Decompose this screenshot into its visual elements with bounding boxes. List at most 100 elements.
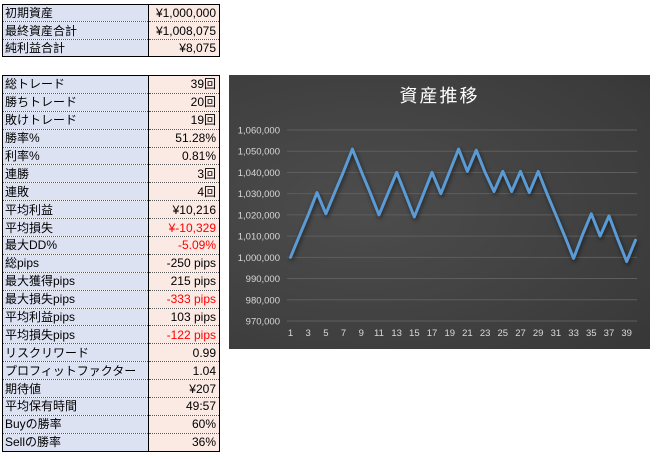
- stat-value-cell[interactable]: ¥1,000,000: [148, 4, 220, 23]
- stat-value-cell[interactable]: 1.04: [148, 361, 220, 381]
- stat-label-cell[interactable]: 最大獲得pips: [2, 272, 149, 291]
- y-axis-tick-label: 1,040,000: [238, 168, 280, 179]
- stat-label-cell[interactable]: 平均保有時間: [2, 397, 149, 416]
- x-axis-tick-label: 29: [533, 328, 544, 339]
- stat-value-cell[interactable]: 215 pips: [148, 272, 220, 291]
- stat-label-cell[interactable]: 利率%: [2, 147, 149, 166]
- stat-value-cell[interactable]: ¥207: [148, 379, 220, 399]
- table-row: 総トレード 39回: [2, 75, 220, 94]
- table-row: 平均利益pips 103 pips: [2, 308, 220, 327]
- stat-value-cell[interactable]: 20回: [148, 93, 220, 112]
- stat-value-cell[interactable]: 51.28%: [148, 129, 220, 148]
- table-row: 初期資産 ¥1,000,000: [2, 4, 220, 23]
- table-row: リスクリワード 0.99: [2, 343, 220, 363]
- stat-value-cell[interactable]: 36%: [148, 433, 220, 452]
- x-axis-tick-label: 33: [568, 328, 579, 339]
- stat-label-cell[interactable]: プロフィットファクター: [2, 361, 149, 381]
- table-row: 平均利益 ¥10,216: [2, 200, 220, 220]
- stat-label-cell[interactable]: リスクリワード: [2, 343, 149, 363]
- x-axis-tick-label: 17: [427, 328, 438, 339]
- table-row: Sellの勝率 36%: [2, 433, 220, 452]
- x-axis-tick-label: 5: [323, 328, 328, 339]
- table-row: 平均損失pips -122 pips: [2, 325, 220, 345]
- table-row: 敗けトレード 19回: [2, 111, 220, 130]
- x-axis-tick-label: 1: [288, 328, 293, 339]
- stat-value-cell[interactable]: ¥-10,329: [148, 218, 220, 238]
- stat-label-cell[interactable]: 初期資産: [2, 4, 149, 23]
- stat-label-cell[interactable]: 純利益合計: [2, 39, 149, 57]
- x-axis-tick-label: 31: [551, 328, 562, 339]
- x-axis-tick-label: 21: [462, 328, 473, 339]
- table-row: 総pips -250 pips: [2, 254, 220, 273]
- x-axis-tick-label: 13: [391, 328, 402, 339]
- x-axis-tick-label: 25: [498, 328, 509, 339]
- stat-value-cell[interactable]: -250 pips: [148, 254, 220, 273]
- x-axis-tick-label: 37: [604, 328, 615, 339]
- stat-value-cell[interactable]: 0.99: [148, 343, 220, 363]
- stat-value-cell[interactable]: -122 pips: [148, 325, 220, 345]
- y-axis-tick-label: 1,030,000: [238, 189, 280, 200]
- asset-transition-chart[interactable]: 資産推移 970,000 980,000 990,000 1,000,000 1,010…: [229, 75, 650, 349]
- y-axis-tick-label: 1,020,000: [238, 210, 280, 221]
- x-axis-tick-label: 7: [341, 328, 346, 339]
- x-axis-tick-label: 11: [374, 328, 384, 339]
- stats-table: 総トレード 39回 勝ちトレード 20回 敗けトレード 19回 勝率% 51.28% 利率% 0.…: [2, 75, 220, 452]
- stat-value-cell[interactable]: 49:57: [148, 397, 220, 416]
- x-axis-tick-label: 15: [409, 328, 420, 339]
- table-row: 最大DD% -5.09%: [2, 236, 220, 255]
- stat-label-cell[interactable]: 総pips: [2, 254, 149, 273]
- x-axis-tick-label: 23: [480, 328, 491, 339]
- stat-value-cell[interactable]: -333 pips: [148, 290, 220, 309]
- y-axis-tick-label: 990,000: [246, 274, 280, 285]
- stat-label-cell[interactable]: 平均利益: [2, 200, 149, 220]
- stat-value-cell[interactable]: 103 pips: [148, 308, 220, 327]
- stat-value-cell[interactable]: ¥10,216: [148, 200, 220, 220]
- stat-label-cell[interactable]: 勝率%: [2, 129, 149, 148]
- stat-label-cell[interactable]: 最終資産合計: [2, 21, 149, 40]
- stat-value-cell[interactable]: 39回: [148, 75, 220, 94]
- stat-label-cell[interactable]: 平均損失: [2, 218, 149, 238]
- y-axis-tick-label: 1,060,000: [238, 126, 280, 137]
- y-axis-tick-label: 1,010,000: [238, 232, 280, 243]
- y-axis-tick-label: 970,000: [246, 317, 280, 328]
- stat-label-cell[interactable]: 平均損失pips: [2, 325, 149, 345]
- stat-value-cell[interactable]: 0.81%: [148, 147, 220, 166]
- stat-value-cell[interactable]: 4回: [148, 182, 220, 202]
- stat-value-cell[interactable]: 3回: [148, 164, 220, 184]
- stat-label-cell[interactable]: 最大損失pips: [2, 290, 149, 309]
- x-axis-tick-label: 9: [359, 328, 364, 339]
- stat-value-cell[interactable]: -5.09%: [148, 236, 220, 255]
- table-row: プロフィットファクター 1.04: [2, 361, 220, 381]
- stat-label-cell[interactable]: 勝ちトレード: [2, 93, 149, 112]
- stat-label-cell[interactable]: 平均利益pips: [2, 308, 149, 327]
- x-axis-tick-label: 35: [586, 328, 597, 339]
- x-axis-tick-label: 3: [306, 328, 311, 339]
- stat-label-cell[interactable]: Sellの勝率: [2, 433, 149, 452]
- x-axis-tick-label: 27: [515, 328, 526, 339]
- stat-label-cell[interactable]: 連勝: [2, 164, 149, 184]
- table-row: 最大獲得pips 215 pips: [2, 272, 220, 291]
- stat-label-cell[interactable]: 敗けトレード: [2, 111, 149, 130]
- stat-label-cell[interactable]: 総トレード: [2, 75, 149, 94]
- summary-table: 初期資産 ¥1,000,000 最終資産合計 ¥1,008,075 純利益合計 ¥8,07…: [2, 4, 220, 58]
- stat-label-cell[interactable]: Buyの勝率: [2, 415, 149, 434]
- stat-label-cell[interactable]: 期待値: [2, 379, 149, 399]
- x-axis-tick-label: 19: [444, 328, 455, 339]
- y-axis-tick-label: 1,000,000: [238, 253, 280, 264]
- y-axis-tick-label: 1,050,000: [238, 147, 280, 158]
- stat-value-cell[interactable]: 60%: [148, 415, 220, 434]
- stat-value-cell[interactable]: 19回: [148, 111, 220, 130]
- table-row: 平均保有時間 49:57: [2, 397, 220, 416]
- table-row: 連勝 3回: [2, 164, 220, 184]
- equity-line-series: [289, 147, 637, 264]
- chart-title: 資産推移: [399, 86, 480, 106]
- table-row: 最終資産合計 ¥1,008,075: [2, 21, 220, 40]
- stat-label-cell[interactable]: 連敗: [2, 182, 149, 202]
- stat-value-cell[interactable]: ¥1,008,075: [148, 21, 220, 40]
- stat-label-cell[interactable]: 最大DD%: [2, 236, 149, 255]
- stat-value-cell[interactable]: ¥8,075: [148, 39, 220, 57]
- table-row: Buyの勝率 60%: [2, 415, 220, 434]
- table-row: 勝率% 51.28%: [2, 129, 220, 148]
- asset-chart-svg: 970,000 980,000 990,000 1,000,000 1,010,000 1…: [238, 126, 637, 339]
- table-row: 期待値 ¥207: [2, 379, 220, 399]
